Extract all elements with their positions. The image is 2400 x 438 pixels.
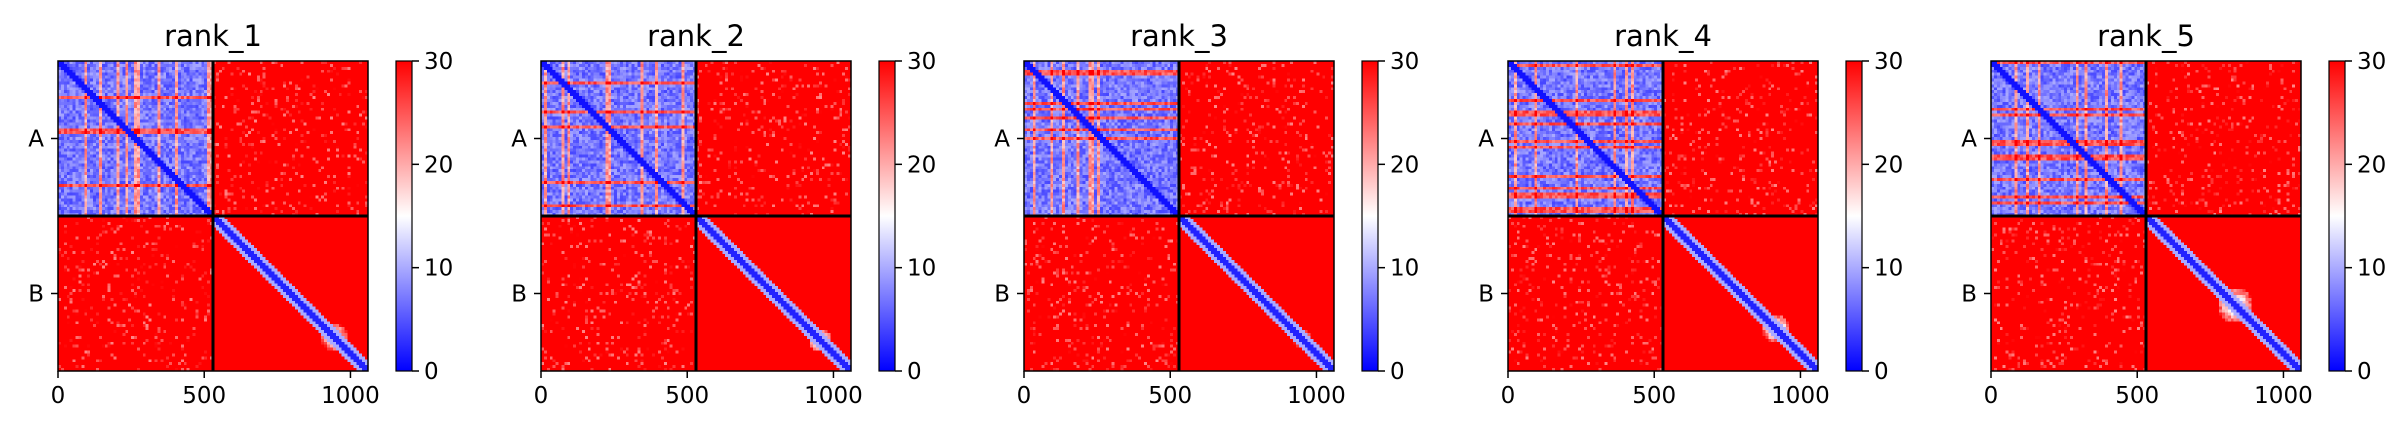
plot-frame bbox=[1507, 60, 1819, 372]
panel-3: rank_3 0 500 1000 A B 0 10 20 30 bbox=[994, 19, 1419, 409]
chain-label-B: B bbox=[511, 282, 527, 308]
colorbar bbox=[878, 60, 896, 372]
colorbar-tick-label: 30 bbox=[1390, 49, 1419, 75]
panel-title: rank_2 bbox=[647, 19, 745, 53]
panel-5: rank_5 0 500 1000 A B 0 10 20 30 bbox=[1961, 19, 2386, 409]
colorbar-tick-label: 0 bbox=[2357, 359, 2372, 385]
colorbar-tick-label: 10 bbox=[2357, 256, 2386, 282]
x-tick-label: 0 bbox=[1017, 383, 1032, 409]
colorbar bbox=[1361, 60, 1379, 372]
chain-label-A: A bbox=[994, 127, 1010, 153]
chain-label-B: B bbox=[1478, 282, 1494, 308]
colorbar-tick-label: 0 bbox=[1390, 359, 1405, 385]
colorbar-tick-label: 30 bbox=[907, 49, 936, 75]
colorbar-tick-label: 30 bbox=[2357, 49, 2386, 75]
x-tick-label: 1000 bbox=[804, 383, 863, 409]
chain-label-B: B bbox=[1961, 282, 1977, 308]
panel-1: rank_1 0 500 1000 A B 0 10 20 30 bbox=[28, 19, 453, 409]
x-tick-label: 0 bbox=[1984, 383, 1999, 409]
plot-frame bbox=[540, 60, 852, 372]
colorbar-tick-label: 10 bbox=[1390, 256, 1419, 282]
x-tick-label: 1000 bbox=[321, 383, 380, 409]
colorbar-tick-label: 20 bbox=[2357, 152, 2386, 178]
chain-label-A: A bbox=[511, 127, 527, 153]
colorbar bbox=[2328, 60, 2346, 372]
colorbar bbox=[1845, 60, 1863, 372]
chain-label-B: B bbox=[994, 282, 1010, 308]
chain-label-B: B bbox=[28, 282, 44, 308]
colorbar-tick-label: 20 bbox=[424, 152, 453, 178]
colorbar bbox=[395, 60, 413, 372]
x-tick-label: 500 bbox=[1148, 383, 1192, 409]
panel-title: rank_1 bbox=[164, 19, 262, 53]
panel-title: rank_5 bbox=[2097, 19, 2195, 53]
panel-title: rank_4 bbox=[1614, 19, 1712, 53]
colorbar-tick-label: 20 bbox=[1390, 152, 1419, 178]
plot-frame bbox=[57, 60, 369, 372]
plot-frame bbox=[1990, 60, 2302, 372]
colorbar-tick-label: 0 bbox=[907, 359, 922, 385]
x-tick-label: 500 bbox=[182, 383, 226, 409]
colorbar-tick-label: 10 bbox=[424, 256, 453, 282]
chain-label-A: A bbox=[28, 127, 44, 153]
x-tick-label: 0 bbox=[51, 383, 66, 409]
x-tick-label: 500 bbox=[2115, 383, 2159, 409]
colorbar-tick-label: 30 bbox=[1874, 49, 1903, 75]
chain-label-A: A bbox=[1961, 127, 1977, 153]
panel-4: rank_4 0 500 1000 A B 0 10 20 30 bbox=[1478, 19, 1903, 409]
x-tick-label: 0 bbox=[1501, 383, 1516, 409]
panel-2: rank_2 0 500 1000 A B 0 10 20 30 bbox=[511, 19, 936, 409]
colorbar-tick-label: 20 bbox=[907, 152, 936, 178]
colorbar-tick-label: 30 bbox=[424, 49, 453, 75]
panel-title: rank_3 bbox=[1130, 19, 1228, 53]
colorbar-tick-label: 10 bbox=[1874, 256, 1903, 282]
x-tick-label: 1000 bbox=[1771, 383, 1830, 409]
colorbar-tick-label: 0 bbox=[1874, 359, 1889, 385]
x-tick-label: 500 bbox=[1632, 383, 1676, 409]
chain-label-A: A bbox=[1478, 127, 1494, 153]
colorbar-tick-label: 20 bbox=[1874, 152, 1903, 178]
x-tick-label: 1000 bbox=[1287, 383, 1346, 409]
colorbar-tick-label: 10 bbox=[907, 256, 936, 282]
plot-frame bbox=[1023, 60, 1335, 372]
colorbar-tick-label: 0 bbox=[424, 359, 439, 385]
x-tick-label: 0 bbox=[534, 383, 549, 409]
x-tick-label: 1000 bbox=[2254, 383, 2313, 409]
x-tick-label: 500 bbox=[665, 383, 709, 409]
